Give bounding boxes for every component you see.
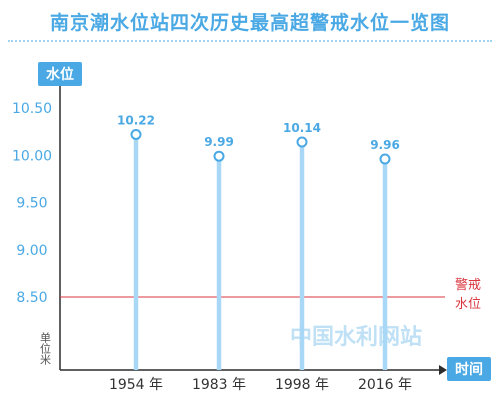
title-divider bbox=[8, 40, 492, 42]
data-value-label: 10.22 bbox=[117, 113, 155, 127]
data-point bbox=[379, 153, 391, 165]
y-axis-ticks: 8.50 9.00 9.50 10.00 10.50 bbox=[12, 101, 52, 306]
y-tick-label: 9.00 bbox=[16, 243, 47, 259]
data-point bbox=[130, 128, 142, 140]
data-value-label: 9.96 bbox=[370, 138, 400, 152]
x-axis-categories: 1954 年 1983 年 1998 年 2016 年 bbox=[109, 377, 412, 393]
x-axis-badge bbox=[447, 357, 491, 381]
x-axis-arrowhead bbox=[439, 365, 447, 375]
data-marks: 10.22 9.99 10.14 9.96 bbox=[117, 113, 400, 370]
x-category-label: 2016 年 bbox=[358, 377, 412, 393]
chart-title: 南京潮水位站四次历史最高超警戒水位一览图 bbox=[49, 12, 450, 34]
watermark-text: 中国水利网站 bbox=[290, 325, 422, 350]
data-value-label: 9.99 bbox=[204, 135, 234, 149]
y-tick-label: 10.00 bbox=[12, 148, 52, 164]
data-point bbox=[296, 136, 308, 148]
y-axis-badge bbox=[38, 62, 82, 86]
x-category-label: 1954 年 bbox=[109, 377, 163, 393]
data-point bbox=[213, 150, 225, 162]
warning-label-line1: 警戒 bbox=[455, 277, 481, 293]
unit-label: 单位米 bbox=[39, 332, 52, 366]
warning-label-line2: 水位 bbox=[455, 297, 481, 312]
y-tick-label: 9.50 bbox=[16, 196, 47, 212]
y-tick-label: 8.50 bbox=[16, 290, 47, 306]
x-axis-label: 时间 bbox=[455, 361, 483, 378]
x-category-label: 1998 年 bbox=[275, 377, 329, 393]
y-tick-label: 10.50 bbox=[12, 101, 52, 117]
y-axis-label: 水位 bbox=[46, 66, 74, 83]
x-category-label: 1983 年 bbox=[192, 377, 246, 393]
data-value-label: 10.14 bbox=[283, 121, 321, 135]
